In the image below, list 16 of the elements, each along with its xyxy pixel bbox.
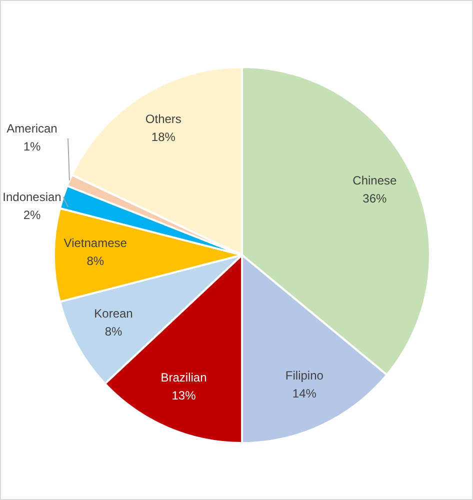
data-label: 18% [151,130,176,144]
data-label: 1% [23,139,41,154]
slice-label: American [6,121,58,136]
slice-label: Brazilian [160,370,207,385]
slice-label: Indonesian [2,190,62,204]
slice-label: Korean [94,306,133,321]
data-label: 8% [86,254,104,268]
data-label: 36% [362,192,388,206]
slice-label: Vietnamese [64,236,128,250]
data-label: 2% [23,208,41,222]
slice-label: Others [145,112,182,126]
slice-label: Chinese [352,174,398,188]
slice-label: Filipino [285,368,324,383]
data-label: 14% [292,386,317,401]
data-label: 8% [104,324,122,339]
data-label: 13% [172,388,196,403]
